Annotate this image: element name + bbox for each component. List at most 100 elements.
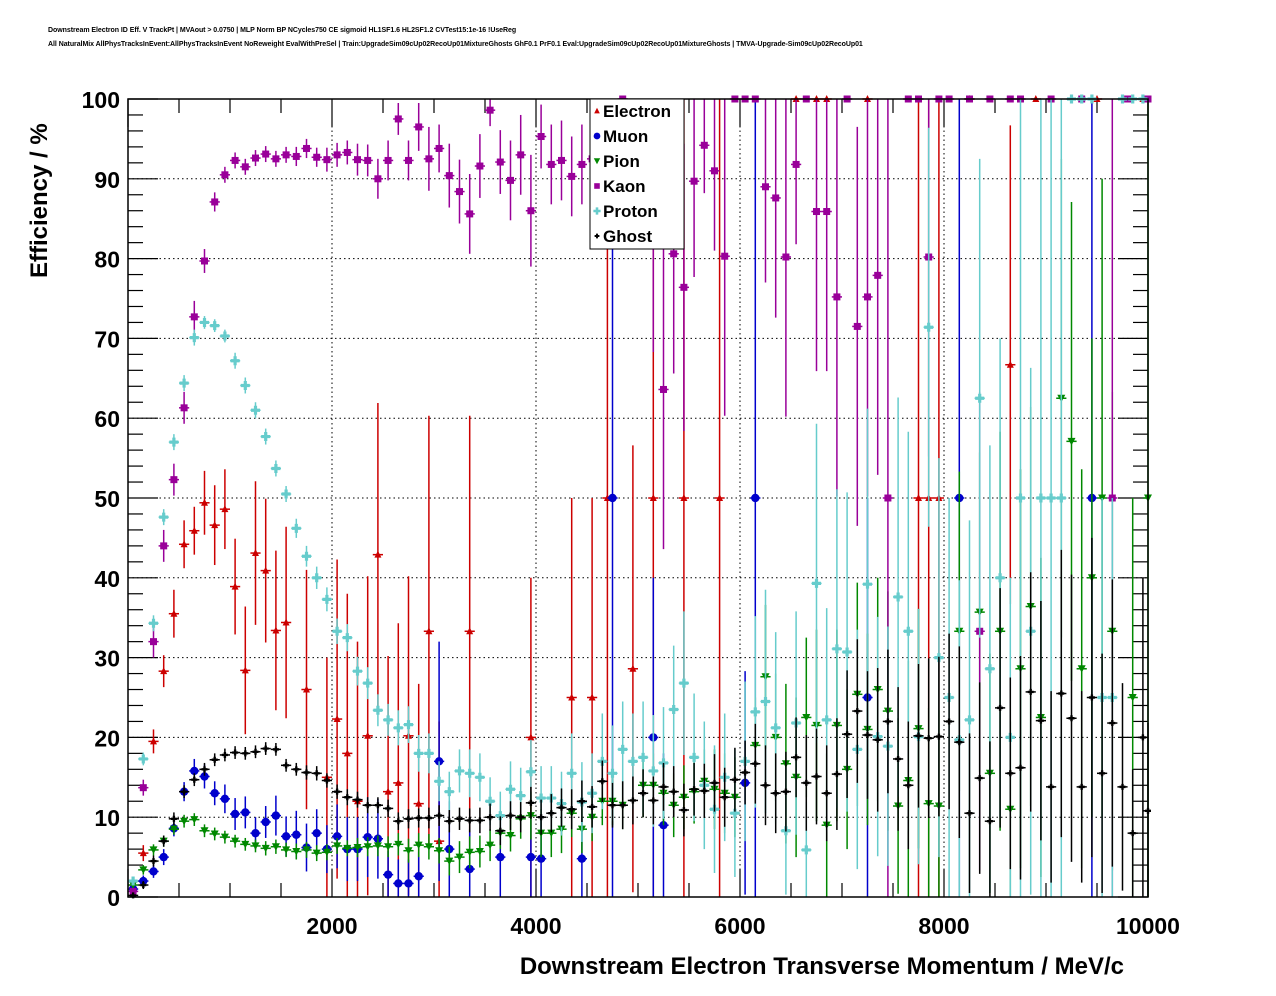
marker (874, 736, 881, 743)
marker (201, 498, 208, 506)
marker (660, 783, 667, 790)
marker (180, 404, 188, 412)
marker (262, 566, 270, 574)
data-point-proton (923, 127, 934, 527)
marker (200, 772, 209, 781)
marker (731, 776, 738, 783)
marker (506, 832, 515, 840)
marker (701, 787, 708, 794)
marker (833, 771, 840, 778)
marker (190, 766, 199, 776)
marker (1007, 770, 1014, 777)
marker (241, 163, 249, 171)
data-point-ghost (729, 747, 740, 812)
marker (822, 715, 832, 725)
data-point-ghost (984, 741, 995, 897)
data-point-ghost (332, 784, 343, 799)
data-point-ghost (311, 766, 322, 781)
data-point-pion (189, 813, 200, 826)
marker (660, 385, 667, 393)
marker (364, 802, 371, 809)
marker (353, 844, 362, 852)
marker (374, 550, 382, 558)
data-point-proton (301, 545, 312, 567)
data-point-muon (383, 850, 394, 897)
data-point-pion (240, 837, 251, 851)
marker (495, 811, 505, 821)
marker (700, 141, 708, 149)
legend-item-electron: Electron (594, 102, 671, 121)
marker (415, 123, 423, 131)
marker (180, 817, 189, 826)
data-point-proton (332, 618, 343, 645)
marker (455, 766, 464, 776)
marker (505, 784, 515, 794)
data-point-muon (332, 804, 343, 869)
data-point-ghost (505, 801, 516, 830)
data-point-ghost (1107, 579, 1118, 867)
data-point-ghost (862, 671, 873, 799)
marker (210, 789, 219, 798)
data-point-proton (321, 587, 332, 612)
data-point-kaon (791, 99, 802, 245)
marker (976, 775, 983, 782)
marker (281, 832, 291, 841)
data-point-proton (444, 771, 455, 812)
marker (191, 776, 198, 783)
data-point-ghost (199, 762, 210, 776)
data-point-muon (158, 849, 169, 866)
marker (354, 156, 361, 164)
marker (130, 892, 137, 899)
marker (241, 666, 249, 674)
marker (281, 489, 291, 499)
data-point-kaon (546, 124, 557, 205)
marker (384, 787, 392, 795)
data-point-ghost (219, 748, 230, 762)
legend-label: Pion (603, 152, 640, 171)
data-point-ghost (719, 767, 730, 827)
marker (201, 766, 208, 773)
data-point-electron (179, 520, 190, 569)
data-point-pion (168, 823, 179, 835)
data-point-proton (291, 518, 302, 538)
data-point-proton (260, 428, 271, 445)
data-point-pion (179, 814, 190, 828)
y-tick-label: 90 (94, 167, 120, 193)
data-point-proton (811, 423, 822, 743)
marker (1088, 694, 1095, 701)
marker (201, 257, 208, 265)
marker (242, 750, 249, 757)
marker (721, 252, 729, 260)
marker (476, 162, 484, 170)
data-point-kaon (505, 140, 516, 221)
data-point-ghost (270, 742, 281, 756)
marker (394, 879, 403, 888)
marker (261, 844, 270, 853)
marker (180, 540, 188, 548)
marker (844, 731, 851, 738)
x-tick-labels: 2000 4000 6000 8000 10000 (306, 913, 1180, 939)
marker (435, 847, 444, 855)
data-point-kaon (780, 99, 791, 417)
marker (526, 852, 536, 862)
marker (333, 842, 342, 850)
marker (527, 733, 535, 741)
marker (344, 794, 351, 801)
data-point-electron (199, 470, 210, 535)
legend-label: Ghost (603, 227, 652, 246)
marker (1027, 688, 1034, 695)
marker (792, 160, 800, 168)
marker (1017, 764, 1024, 771)
marker (159, 512, 169, 522)
data-point-ghost (750, 723, 761, 804)
data-point-ghost (230, 746, 241, 759)
marker (150, 638, 157, 646)
marker (313, 153, 321, 161)
marker (782, 788, 789, 795)
marker (292, 152, 300, 160)
marker (742, 769, 749, 776)
marker (628, 756, 638, 766)
marker (915, 732, 922, 739)
marker (670, 788, 677, 795)
marker (1129, 830, 1136, 837)
